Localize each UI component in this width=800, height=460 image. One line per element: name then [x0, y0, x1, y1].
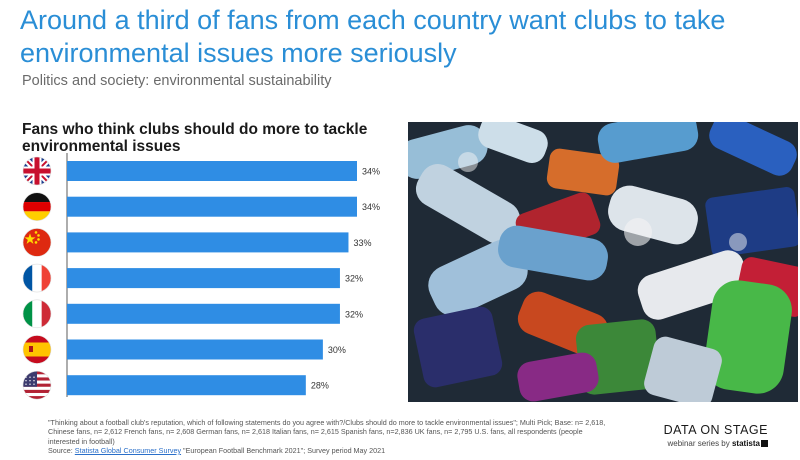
bar-u-s	[67, 375, 306, 396]
bar-italy	[67, 303, 340, 324]
brand-subtitle: webinar series by statista	[660, 439, 768, 448]
data-label: 34%	[362, 167, 380, 177]
data-label: 28%	[311, 381, 329, 391]
statista-mark-icon	[761, 440, 768, 448]
page-subheadline: Politics and society: environmental sust…	[22, 73, 332, 89]
footnote-source-label: Source:	[48, 445, 75, 455]
data-label: 34%	[362, 202, 380, 212]
data-label: 32%	[345, 309, 363, 319]
bar-uk	[67, 161, 357, 181]
plastic-bottles-photo	[408, 122, 798, 402]
usa-flag-icon	[22, 370, 52, 400]
chart-title: Fans who think clubs should do more to t…	[22, 121, 368, 155]
page-headline: Around a third of fans from each country…	[20, 5, 726, 68]
bar-france	[67, 268, 340, 289]
brand-company: statista	[731, 439, 760, 448]
france-flag-icon	[22, 263, 52, 293]
brand-title: DATA ON STAGE	[663, 423, 768, 437]
footnote-source-rest: "European Football Benchmark 2021"; Surv…	[181, 445, 386, 455]
bar-germany	[67, 196, 357, 217]
data-label: 33%	[353, 238, 371, 248]
spain-flag-icon	[22, 335, 52, 364]
data-on-stage-logo: DATA ON STAGE webinar series by statista	[660, 423, 768, 448]
bar-china	[67, 232, 349, 253]
uk-flag-icon	[22, 156, 52, 186]
germany-flag-icon	[22, 192, 52, 222]
source-link[interactable]: Statista Global Consumer Survey	[74, 445, 182, 455]
brand-subtitle-text: webinar series by	[667, 439, 732, 448]
bar-chart: 34% 34% 33% 32% 32% 30% 28%	[22, 153, 380, 400]
footnote: "Thinking about a football club's reputa…	[48, 418, 608, 455]
bottles-illustration	[408, 122, 798, 402]
data-label: 32%	[345, 274, 363, 284]
italy-flag-icon	[22, 299, 52, 329]
china-flag-icon	[22, 228, 52, 257]
data-label: 30%	[328, 345, 346, 355]
footnote-question: "Thinking about a football club's reputa…	[48, 418, 606, 446]
bar-spain	[67, 339, 323, 360]
